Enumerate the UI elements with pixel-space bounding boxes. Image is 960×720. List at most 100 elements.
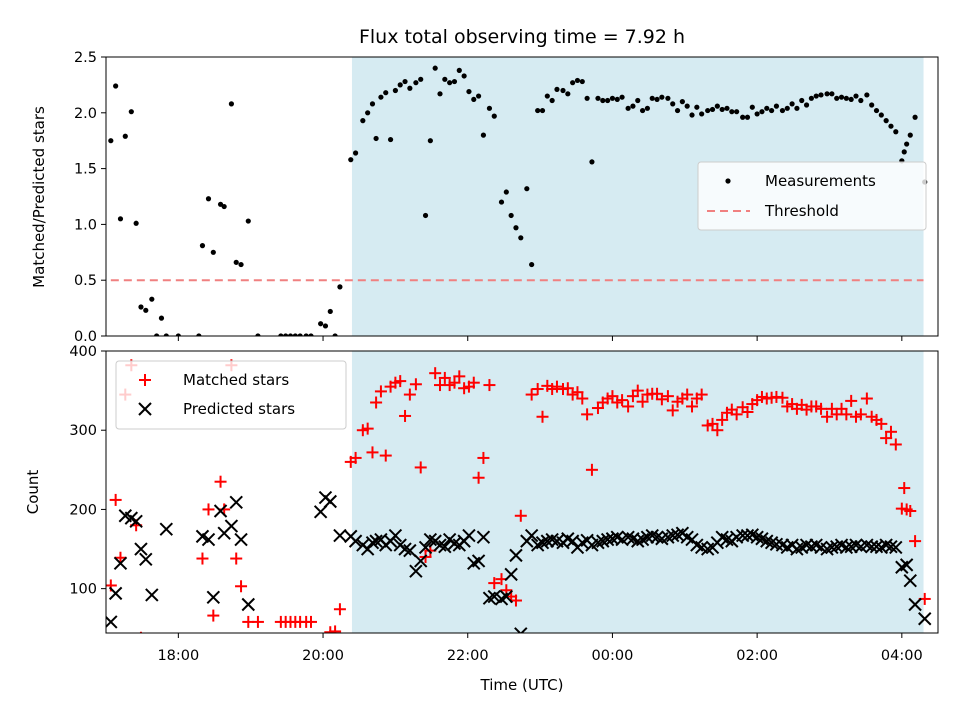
predicted-star-point: [476, 530, 491, 544]
predicted-star-point: [398, 542, 412, 556]
measurement-point: [769, 107, 775, 114]
bottom-legend-box: [115, 360, 347, 430]
measurement-point: [883, 118, 889, 124]
top-y-axis-label: Matched/Predicted stars: [30, 106, 48, 288]
matched-star-point: [741, 405, 754, 418]
predicted-star-point: [213, 504, 228, 518]
measurement-point: [729, 109, 735, 115]
predicted-star-point: [438, 539, 452, 554]
predicted-star-point: [844, 539, 858, 554]
predicted-star-point: [134, 542, 148, 556]
predicted-star-point: [129, 514, 143, 529]
matched-star-point: [585, 463, 598, 476]
matched-star-point: [472, 471, 485, 484]
measurement-point: [554, 86, 560, 92]
predicted-star-point: [504, 567, 518, 582]
measurement-point: [813, 93, 819, 99]
measurement-point: [418, 76, 424, 82]
legend-matched-marker: [139, 374, 151, 386]
measurement-point: [649, 95, 655, 101]
predicted-star-point: [903, 574, 917, 588]
measurement-point: [210, 249, 216, 255]
predicted-star-point: [750, 530, 764, 544]
matched-star-point: [414, 461, 427, 474]
measurement-point: [508, 212, 514, 219]
matched-star-point: [776, 391, 789, 404]
measurement-point: [705, 107, 711, 114]
matched-star-point: [631, 384, 644, 397]
predicted-star-point: [234, 532, 248, 547]
measurement-point: [764, 105, 770, 111]
measurement-point: [595, 95, 601, 101]
matched-star-point: [561, 382, 574, 395]
measurement-point: [574, 77, 581, 84]
predicted-star-point: [524, 528, 539, 543]
measurement-point: [635, 97, 641, 104]
matched-star-point: [202, 503, 215, 516]
matched-star-point: [448, 376, 461, 389]
measurement-point: [196, 333, 202, 336]
matched-star-point: [477, 451, 490, 464]
predicted-star-point: [670, 528, 685, 542]
chart-title: Flux total observing time = 7.92 h: [359, 26, 685, 48]
predicted-star-point: [879, 538, 893, 552]
measurement-point: [199, 243, 206, 249]
measurement-point: [843, 95, 849, 101]
measurement-point: [480, 132, 487, 138]
measurement-point: [549, 97, 555, 104]
predicted-star-point: [535, 535, 550, 550]
measurement-point: [719, 106, 725, 113]
measurement-point: [659, 94, 665, 100]
matched-star-point: [514, 509, 527, 522]
highlight-span-bottom: [351, 351, 924, 633]
measurement-point: [864, 92, 870, 98]
bottom-y-ticks: 100 200 300 400: [69, 344, 106, 598]
measurement-point: [471, 96, 477, 103]
bottom-y-axis-label: Count: [24, 470, 42, 515]
measurement-point: [605, 97, 611, 104]
predicted-star-point: [884, 539, 898, 554]
matched-star-point: [550, 380, 563, 393]
measurement-point: [318, 321, 324, 327]
predicted-star-point: [621, 530, 635, 544]
legend-matched-label: Matched stars: [183, 371, 289, 389]
bottom-plot-frame: [105, 350, 939, 634]
measurement-point: [834, 95, 840, 101]
measurement-points: [108, 65, 928, 336]
matched-star-point: [531, 383, 544, 396]
predicted-star-point: [462, 528, 476, 543]
matched-star-point: [571, 386, 584, 399]
measurement-point: [233, 259, 239, 265]
predicted-star-points: [106, 490, 932, 633]
measurement-point: [113, 83, 119, 89]
bottom-x-ticks: 18:00 20:00 22:00 00:00 02:00 04:00: [157, 633, 923, 664]
predicted-star-point: [514, 627, 528, 633]
predicted-star-point: [591, 535, 605, 550]
measurement-point: [803, 102, 810, 108]
predicted-star-point: [409, 564, 423, 578]
y-tick-label: 200: [69, 502, 97, 518]
predicted-star-point: [323, 494, 337, 509]
measurement-point: [794, 105, 800, 111]
matched-star-point: [815, 402, 828, 415]
matched-star-point: [207, 609, 220, 622]
predicted-star-point: [790, 542, 804, 556]
matched-star-point: [711, 424, 724, 437]
matched-star-point: [681, 388, 694, 401]
y-tick-label: 0.0: [74, 329, 97, 345]
matched-star-point: [606, 390, 619, 403]
matched-star-point: [889, 438, 902, 451]
measurement-point: [789, 101, 795, 107]
measurement-point: [138, 304, 144, 310]
predicted-star-point: [333, 528, 347, 543]
matched-star-point: [666, 404, 679, 417]
measurement-point: [694, 104, 700, 110]
x-tick-label: 00:00: [592, 648, 634, 664]
measurement-point: [387, 136, 394, 143]
measurement-point: [584, 95, 590, 101]
matched-star-point: [880, 432, 893, 445]
panel-bottom: 18:00 20:00 22:00 00:00 02:00 04:00 100 200 300…: [24, 344, 939, 694]
measurement-point: [524, 186, 530, 192]
measurement-point: [437, 91, 443, 97]
y-tick-label: 0.5: [74, 273, 97, 289]
